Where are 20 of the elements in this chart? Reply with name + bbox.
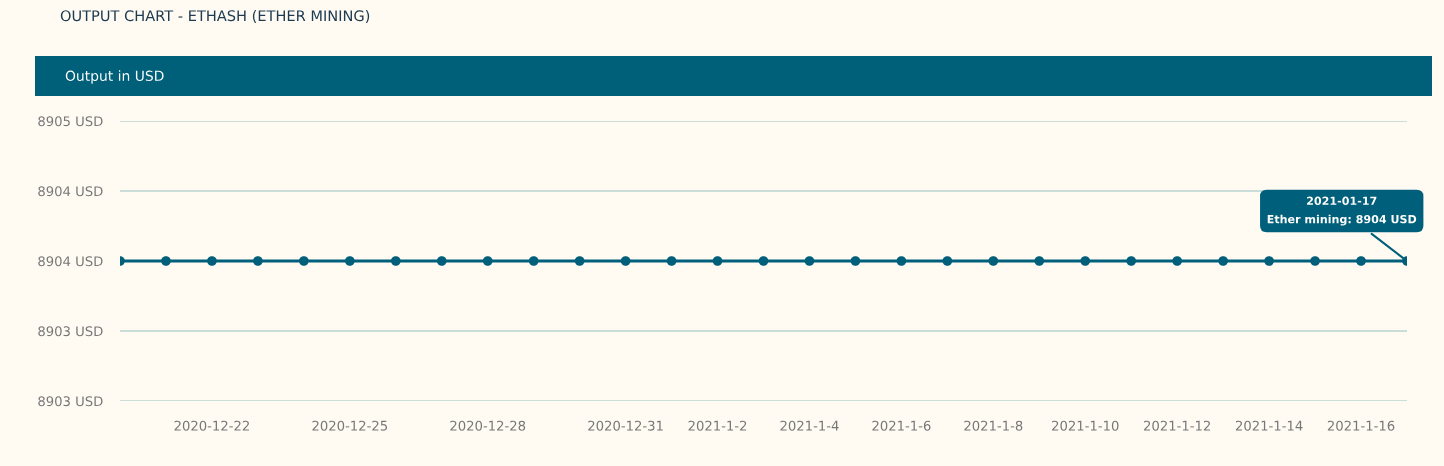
y-tick-label: 8905 USD: [38, 116, 103, 127]
y-tick-label: 8903 USD: [38, 396, 103, 407]
x-tick-label: 2021-1-10: [1052, 420, 1119, 431]
x-tick-label: 2021-1-2: [688, 420, 747, 431]
x-tick-label: 2020-12-31: [588, 420, 663, 431]
x-tick-label: 2021-1-8: [964, 420, 1023, 431]
chart-title: OUTPUT CHART - ETHASH (ETHER MINING): [60, 9, 370, 23]
y-tick-label: 8904 USD: [38, 186, 103, 197]
x-tick-label: 2021-1-14: [1235, 420, 1303, 431]
x-tick-label: 2021-1-12: [1144, 420, 1210, 431]
y-tick-label: 8904 USD: [38, 256, 103, 267]
x-tick-label: 2021-1-4: [780, 420, 839, 431]
y-tick-label: 8903 USD: [38, 326, 103, 337]
chart-subtitle: Output in USD: [65, 70, 164, 84]
x-tick-label: 2020-12-25: [312, 420, 388, 431]
x-tick-label: 2021-1-6: [872, 420, 931, 431]
x-tick-label: 2020-12-28: [450, 420, 526, 431]
annotation: 2021-01-17 Ether mining: 8904 USD: [1267, 196, 1417, 226]
x-tick-label: 2020-12-22: [174, 420, 249, 431]
x-tick-label: 2021-1-16: [1327, 420, 1395, 431]
